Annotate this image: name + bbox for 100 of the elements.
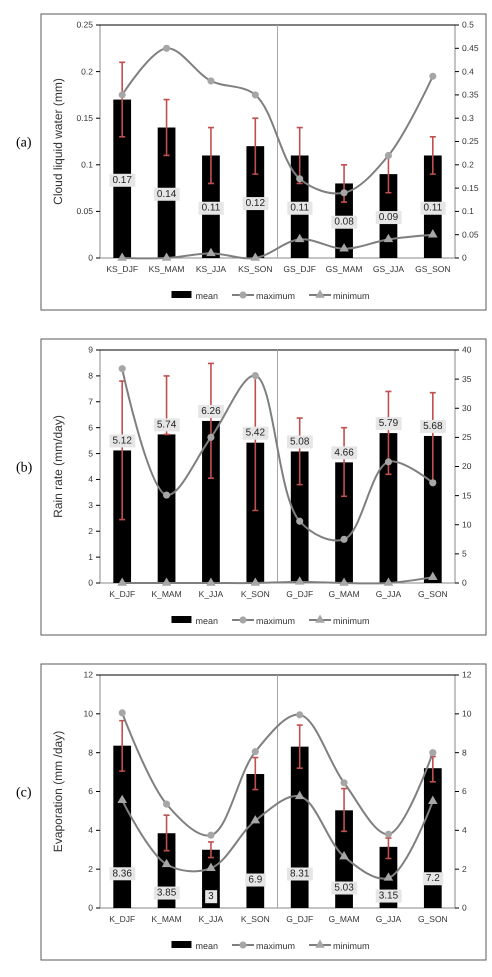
y2-tick-label: 0.5 bbox=[462, 20, 474, 30]
y-tick-label: 4 bbox=[88, 825, 94, 836]
y2-tick-label: 0.2 bbox=[462, 160, 474, 170]
y-tick-label: 2 bbox=[88, 526, 94, 536]
point bbox=[384, 872, 394, 881]
y2-tick-label: 4 bbox=[462, 825, 467, 836]
y2-tick-label: 25 bbox=[462, 432, 472, 442]
x-tick-label: G_DJF bbox=[286, 914, 314, 924]
y2-tick-label: 20 bbox=[462, 461, 472, 472]
data-label: 6.26 bbox=[201, 406, 222, 417]
y-tick-label: 0.2 bbox=[81, 66, 94, 76]
x-tick-label: G_MAM bbox=[328, 589, 360, 600]
point bbox=[340, 536, 348, 543]
legend-label: mean bbox=[195, 941, 218, 951]
y-axis-title: Evaporation (mm /day) bbox=[51, 730, 65, 852]
x-tick-label: KS_JJA bbox=[196, 264, 226, 274]
point bbox=[252, 372, 259, 380]
point bbox=[162, 491, 170, 499]
point bbox=[384, 458, 392, 466]
y-tick-label: 7 bbox=[88, 396, 94, 406]
data-label: 0.11 bbox=[423, 202, 443, 214]
y-tick-label: 1 bbox=[88, 552, 94, 562]
legend-label: minimum bbox=[333, 616, 370, 626]
point bbox=[252, 748, 259, 756]
x-tick-label: KS_DJF bbox=[106, 264, 138, 274]
y2-tick-label: 0.25 bbox=[462, 136, 479, 146]
point bbox=[428, 572, 438, 580]
data-label: 8.31 bbox=[290, 868, 310, 880]
y2-tick-label: 6 bbox=[462, 786, 467, 796]
bar bbox=[113, 450, 132, 583]
y-tick-label: 0 bbox=[88, 578, 94, 588]
y2-tick-label: 40 bbox=[462, 344, 472, 355]
y-tick-label: 0.05 bbox=[76, 206, 94, 216]
point bbox=[162, 858, 172, 868]
point bbox=[207, 434, 215, 441]
y2-tick-label: 0 bbox=[462, 578, 467, 588]
x-tick-label: K_MAM bbox=[151, 914, 182, 924]
point bbox=[294, 234, 304, 242]
text: (c) bbox=[16, 786, 32, 800]
data-label: 3.15 bbox=[378, 890, 399, 902]
point bbox=[118, 365, 126, 372]
y2-tick-label: 0.35 bbox=[462, 90, 479, 100]
data-label: 0.08 bbox=[334, 216, 354, 228]
x-tick-label: G_DJF bbox=[286, 589, 314, 600]
y-tick-label: 9 bbox=[88, 344, 94, 355]
x-tick-label: KS_SON bbox=[238, 264, 273, 274]
y-tick-label: 5 bbox=[88, 448, 94, 458]
point bbox=[206, 862, 216, 871]
legend-label: minimum bbox=[333, 291, 370, 301]
text: (b) bbox=[16, 460, 33, 476]
legend-label: minimum bbox=[333, 941, 370, 951]
y2-tick-label: 12 bbox=[462, 670, 472, 680]
x-tick-label: G_JJA bbox=[376, 589, 402, 600]
data-label: 0.12 bbox=[246, 198, 266, 210]
point bbox=[384, 577, 394, 586]
point bbox=[162, 577, 172, 586]
point bbox=[340, 779, 348, 786]
legend-label: mean bbox=[195, 291, 218, 301]
data-label: 5.42 bbox=[246, 428, 266, 439]
point bbox=[250, 252, 260, 261]
data-label: 0.09 bbox=[378, 212, 399, 224]
x-tick-label: K_MAM bbox=[151, 589, 182, 600]
y-tick-label: 0.15 bbox=[76, 112, 94, 123]
x-tick-label: KS_MAM bbox=[148, 264, 185, 274]
bar bbox=[246, 442, 264, 583]
bar bbox=[380, 433, 398, 583]
y2-tick-label: 0 bbox=[462, 902, 467, 913]
point bbox=[429, 72, 436, 80]
point bbox=[384, 830, 392, 838]
x-tick-label: GS_JJA bbox=[372, 264, 404, 274]
y-tick-label: 0 bbox=[88, 252, 94, 263]
point bbox=[118, 709, 126, 716]
point bbox=[117, 577, 127, 586]
y2-tick-label: 0.1 bbox=[462, 206, 474, 216]
y2-tick-label: 35 bbox=[462, 374, 472, 384]
y-tick-label: 8 bbox=[88, 747, 94, 758]
point bbox=[428, 796, 438, 804]
x-tick-label: GS_SON bbox=[415, 264, 451, 274]
point bbox=[207, 77, 215, 84]
legend-label: maximum bbox=[256, 616, 296, 626]
data-label: 3 bbox=[208, 891, 214, 902]
point bbox=[339, 850, 349, 860]
point bbox=[429, 749, 436, 756]
y2-tick-label: 0.45 bbox=[462, 43, 479, 54]
point bbox=[296, 175, 304, 182]
y-tick-label: 12 bbox=[84, 670, 94, 680]
y-tick-label: 0 bbox=[88, 902, 94, 913]
x-tick-label: K_SON bbox=[240, 914, 270, 924]
data-label: 4.66 bbox=[334, 447, 354, 458]
point bbox=[117, 794, 127, 804]
y2-tick-label: 15 bbox=[462, 490, 472, 500]
point bbox=[162, 252, 172, 261]
data-label: 3.85 bbox=[156, 888, 177, 899]
point bbox=[296, 518, 304, 525]
point bbox=[162, 44, 170, 52]
text: (a) bbox=[16, 136, 32, 150]
y-tick-label: 6 bbox=[88, 422, 94, 432]
bar bbox=[202, 420, 220, 583]
bar bbox=[335, 462, 353, 583]
y-tick-label: 4 bbox=[88, 474, 94, 484]
